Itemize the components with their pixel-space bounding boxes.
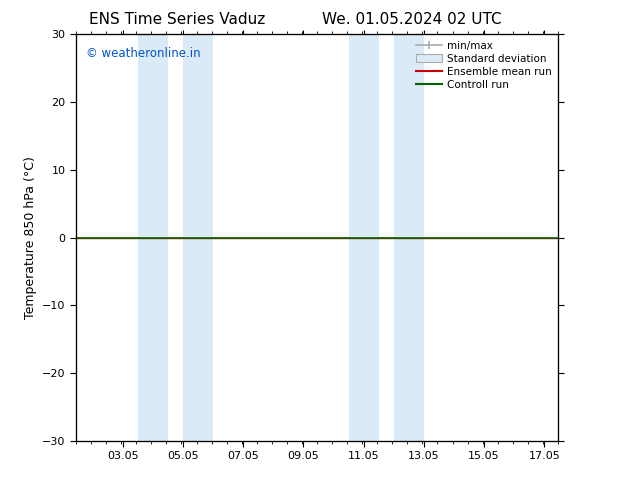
Text: ENS Time Series Vaduz: ENS Time Series Vaduz: [89, 12, 266, 27]
Bar: [349, 34, 378, 441]
Text: © weatheronline.in: © weatheronline.in: [86, 47, 200, 59]
Y-axis label: Temperature 850 hPa (°C): Temperature 850 hPa (°C): [23, 156, 37, 319]
Text: We. 01.05.2024 02 UTC: We. 01.05.2024 02 UTC: [322, 12, 502, 27]
Bar: [138, 34, 168, 441]
Legend: min/max, Standard deviation, Ensemble mean run, Controll run: min/max, Standard deviation, Ensemble me…: [411, 36, 556, 94]
Bar: [394, 34, 424, 441]
Bar: [183, 34, 213, 441]
